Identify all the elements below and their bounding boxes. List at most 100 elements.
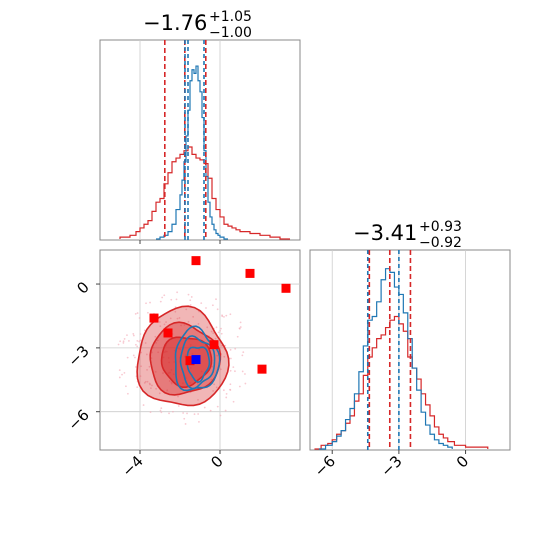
sample-point [225, 396, 228, 399]
sample-point [157, 351, 160, 354]
sample-point [232, 366, 235, 369]
scatter-xy-y-ticks: 0 −3 −6 [64, 278, 100, 434]
hist-x-blue-series [156, 65, 228, 240]
scatter-xy-panel: −4 0 0 −3 −6 [64, 249, 301, 480]
hist-y-tick-label-0: −6 [311, 452, 339, 480]
sample-point [189, 343, 192, 346]
red-marker-6 [185, 356, 195, 366]
sample-point [162, 356, 165, 359]
sample-point [197, 398, 199, 401]
red-marker-5 [209, 340, 219, 350]
sample-point [165, 321, 167, 323]
sample-point [183, 324, 186, 326]
sample-point [146, 380, 149, 383]
sample-point [189, 304, 192, 306]
sample-point [134, 356, 136, 359]
sample-point [172, 410, 174, 413]
sample-point [217, 331, 220, 334]
red-marker-1 [245, 268, 255, 278]
sample-point [149, 411, 152, 414]
sample-point [143, 381, 146, 384]
hist-x-panel: −1.76 +1.05 −1.00 [99, 9, 301, 244]
sample-point [168, 412, 170, 415]
sample-point [118, 369, 121, 372]
sample-point [211, 304, 214, 307]
sample-point [136, 339, 139, 342]
sample-point [219, 329, 221, 332]
blue-contour-0 [174, 325, 221, 392]
sample-point [190, 296, 193, 298]
sample-point [214, 337, 217, 340]
sample-point [139, 339, 142, 342]
sample-point [119, 340, 122, 343]
hist-y-panel: −6 −3 0 −3.41 +0.93 −0.92 [309, 219, 511, 480]
sample-point [193, 413, 196, 416]
sample-point [205, 307, 207, 309]
sample-point [175, 298, 178, 301]
sample-point [187, 320, 190, 323]
sample-point [192, 315, 195, 318]
sample-point [177, 405, 180, 407]
sample-point [160, 411, 163, 414]
sample-point [155, 387, 157, 390]
sample-point [198, 420, 200, 423]
sample-point [179, 348, 181, 351]
sample-point [159, 409, 162, 412]
hist-x-red-step [119, 146, 290, 240]
sample-point [170, 382, 173, 385]
sample-point [225, 314, 228, 317]
sample-point [136, 312, 139, 314]
sample-point [236, 335, 239, 338]
sample-point [185, 308, 188, 311]
sample-point [177, 395, 179, 398]
sample-point [238, 385, 241, 388]
scatter-y-tick-label-1: −3 [64, 342, 92, 370]
sample-point [156, 339, 159, 342]
sample-point [215, 326, 218, 329]
hist-x-blue-step [156, 65, 228, 240]
sample-point [187, 293, 190, 296]
sample-point [223, 355, 226, 358]
sample-point [219, 414, 222, 417]
red-marker-2 [281, 283, 291, 293]
sample-point [134, 343, 137, 346]
sample-point [158, 392, 161, 395]
hist-x-ticks [139, 240, 221, 244]
red-marker-0 [191, 256, 201, 266]
sample-point [135, 366, 137, 368]
sample-point [167, 372, 170, 375]
sample-point [152, 346, 155, 349]
sample-point [121, 373, 123, 376]
sample-point [118, 376, 121, 379]
sample-point [180, 324, 183, 327]
sample-point [229, 383, 232, 386]
sample-point [158, 321, 161, 323]
hist-y-tick-label-1: −3 [377, 452, 405, 480]
sample-point [154, 370, 157, 373]
sample-point [159, 300, 162, 303]
sample-point [154, 335, 157, 338]
sample-point [123, 338, 126, 340]
hist-x-grid [139, 40, 221, 240]
sample-point [189, 299, 192, 302]
sample-point [216, 405, 219, 408]
sample-point [139, 375, 142, 378]
sample-point [166, 389, 169, 392]
scatter-x-tick-label-0: −4 [118, 452, 146, 480]
sample-point [186, 412, 188, 415]
sample-point [139, 333, 142, 335]
sample-point [184, 354, 187, 357]
sample-point [230, 357, 232, 360]
sample-point [198, 348, 201, 351]
scatter-xy-x-ticks: −4 0 [118, 450, 227, 480]
sample-point [149, 301, 151, 304]
hist-y-tick-label-2: 0 [453, 452, 472, 471]
sample-point [151, 351, 153, 354]
sample-point [168, 380, 171, 382]
sample-point [169, 317, 172, 320]
sample-point [132, 332, 135, 335]
sample-point [212, 390, 214, 392]
sample-point [232, 400, 235, 403]
sample-point [155, 341, 158, 344]
